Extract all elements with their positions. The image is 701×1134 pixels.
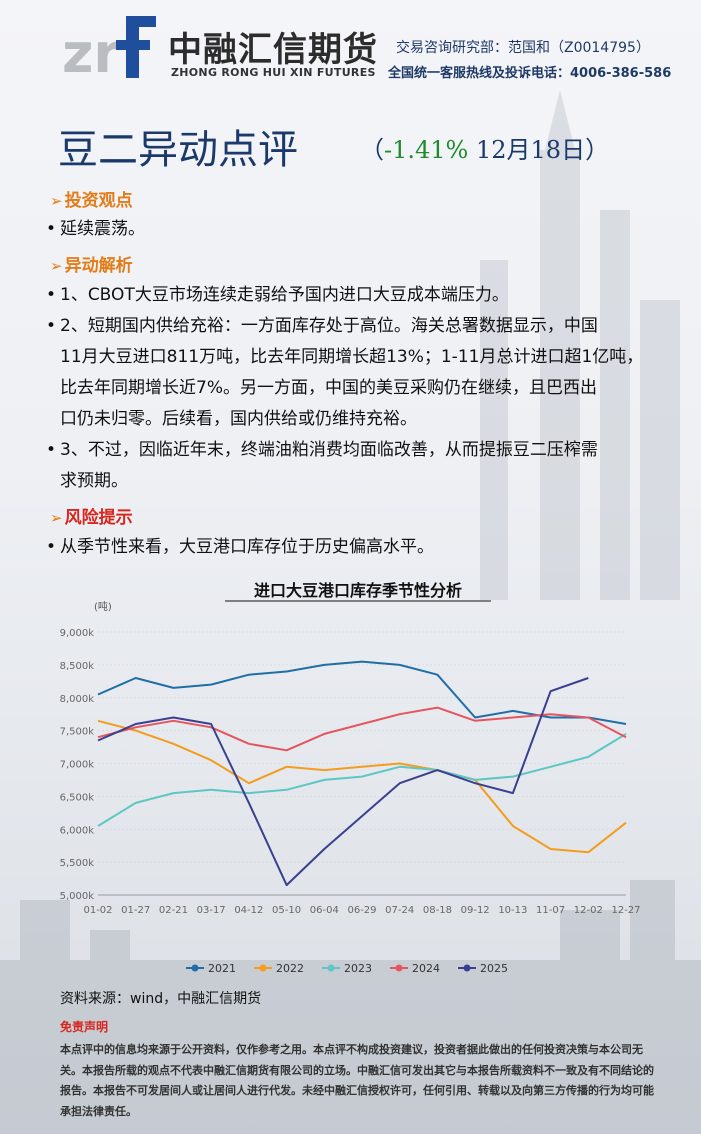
x-tick-label: 02-21 bbox=[159, 905, 188, 916]
legend-marker bbox=[463, 964, 471, 972]
y-tick-label: 6,000k bbox=[60, 825, 95, 836]
section-view-title: ➢ 投资观点 bbox=[50, 191, 133, 211]
x-tick-label: 04-12 bbox=[234, 905, 263, 916]
arrow-icon: ➢ bbox=[50, 257, 63, 275]
x-tick-label: 08-18 bbox=[423, 905, 452, 916]
header: zr 中融汇信期货 ZHONG RONG HUI XIN FUTURES 交易咨… bbox=[0, 0, 701, 95]
inventory-seasonal-chart: 进口大豆港口库存季节性分析 (吨) 5,000k 5,500k 6,000k 6,500k… bbox=[60, 581, 641, 975]
price-change: -1.41% bbox=[384, 136, 469, 164]
y-tick-label: 7,000k bbox=[60, 760, 95, 771]
legend-marker bbox=[259, 964, 267, 972]
x-tick-label: 11-07 bbox=[536, 905, 565, 916]
legend-label: 2024 bbox=[412, 962, 440, 975]
data-source: 资料来源：wind，中融汇信期货 bbox=[60, 991, 262, 1007]
y-axis-unit: (吨) bbox=[94, 600, 112, 613]
series-line-2025 bbox=[97, 677, 589, 887]
analysis-item-1: • 1、CBOT大豆市场连续走弱给予国内进口大豆成本端压力。 bbox=[46, 285, 509, 305]
x-tick-label: 12-27 bbox=[611, 905, 640, 916]
legend-label: 2025 bbox=[480, 962, 508, 975]
brand-name-cn: 中融汇信期货 bbox=[168, 30, 378, 70]
section-risk-title: ➢ 风险提示 bbox=[50, 508, 133, 528]
series-line-2022 bbox=[97, 719, 627, 854]
y-tick-label: 8,500k bbox=[60, 661, 95, 672]
legend-marker bbox=[191, 964, 199, 972]
brand-name-en: ZHONG RONG HUI XIN FUTURES bbox=[171, 66, 376, 79]
company-logo: zr bbox=[62, 16, 156, 78]
arrow-icon: ➢ bbox=[50, 192, 63, 210]
chart-title: 进口大豆港口库存季节性分析 bbox=[254, 581, 462, 600]
x-tick-label: 12-02 bbox=[574, 905, 603, 916]
legend-marker bbox=[395, 964, 403, 972]
x-tick-label: 01-02 bbox=[83, 905, 112, 916]
section-analysis-title: ➢ 异动解析 bbox=[50, 256, 133, 276]
legend-marker bbox=[327, 964, 335, 972]
x-tick-label: 09-12 bbox=[461, 905, 490, 916]
x-tick-label: 03-17 bbox=[197, 905, 226, 916]
legend-label: 2021 bbox=[208, 962, 236, 975]
x-tick-label: 06-29 bbox=[347, 905, 376, 916]
disclaimer-title: 免责声明 bbox=[60, 1020, 109, 1034]
analysis-list: • 1、CBOT大豆市场连续走弱给予国内进口大豆成本端压力。 • 2、短期国内供给充… bbox=[46, 280, 666, 497]
x-tick-label: 06-04 bbox=[310, 905, 339, 916]
svg-text:zr: zr bbox=[62, 22, 120, 78]
series-line-2024 bbox=[97, 706, 627, 752]
y-tick-label: 9,000k bbox=[60, 628, 95, 639]
x-tick-label: 05-10 bbox=[272, 905, 301, 916]
y-tick-label: 8,000k bbox=[60, 694, 95, 705]
y-tick-label: 5,500k bbox=[60, 858, 95, 869]
view-item: • 延续震荡。 bbox=[46, 219, 145, 239]
contact-hotline: 全国统一客服热线及投诉电话：4006-386-586 bbox=[388, 66, 672, 81]
x-tick-label: 10-13 bbox=[498, 905, 527, 916]
x-tick-label: 01-27 bbox=[121, 905, 150, 916]
legend-label: 2023 bbox=[344, 962, 372, 975]
report-date: 12月18日 bbox=[476, 136, 586, 164]
analysis-item-3: • 3、不过，因临近年末，终端油粕消费均面临改善，从而提振豆二压榨需 bbox=[46, 440, 598, 460]
risk-item: • 从季节性来看，大豆港口库存位于历史偏高水平。 bbox=[46, 537, 434, 557]
x-tick-label: 07-24 bbox=[385, 905, 414, 916]
series-line-2023 bbox=[97, 733, 627, 827]
arrow-icon: ➢ bbox=[50, 509, 63, 527]
page-title: 豆二异动点评 bbox=[58, 127, 298, 173]
y-tick-label: 5,000k bbox=[60, 891, 95, 902]
y-tick-label: 6,500k bbox=[60, 792, 95, 803]
y-tick-label: 7,500k bbox=[60, 727, 95, 738]
legend-label: 2022 bbox=[276, 962, 304, 975]
contact-analyst: 交易咨询研究部：范国和（Z0014795） bbox=[396, 40, 650, 56]
page-subtitle: （-1.41% 12月18日） bbox=[360, 136, 610, 164]
analysis-item-2: • 2、短期国内供给充裕：一方面库存处于高位。海关总署数据显示，中国 bbox=[46, 316, 598, 336]
disclaimer-text: 本点评中的信息均来源于公开资料，仅作参考之用。本点评不构成投资建议，投资者据此做… bbox=[60, 1043, 654, 1118]
